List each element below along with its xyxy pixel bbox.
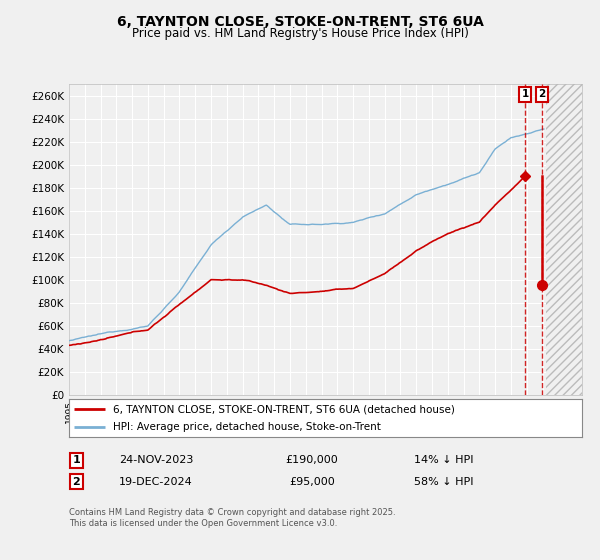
- Text: Price paid vs. HM Land Registry's House Price Index (HPI): Price paid vs. HM Land Registry's House …: [131, 27, 469, 40]
- Text: 19-DEC-2024: 19-DEC-2024: [119, 477, 193, 487]
- Text: 6, TAYNTON CLOSE, STOKE-ON-TRENT, ST6 6UA (detached house): 6, TAYNTON CLOSE, STOKE-ON-TRENT, ST6 6U…: [113, 404, 454, 414]
- Text: 1: 1: [73, 455, 80, 465]
- Text: £95,000: £95,000: [289, 477, 335, 487]
- Text: Contains HM Land Registry data © Crown copyright and database right 2025.
This d: Contains HM Land Registry data © Crown c…: [69, 508, 395, 528]
- Text: HPI: Average price, detached house, Stoke-on-Trent: HPI: Average price, detached house, Stok…: [113, 422, 380, 432]
- Text: 24-NOV-2023: 24-NOV-2023: [119, 455, 193, 465]
- Text: 14% ↓ HPI: 14% ↓ HPI: [414, 455, 474, 465]
- Text: 2: 2: [73, 477, 80, 487]
- Text: £190,000: £190,000: [286, 455, 338, 465]
- Text: 58% ↓ HPI: 58% ↓ HPI: [414, 477, 474, 487]
- Text: 6, TAYNTON CLOSE, STOKE-ON-TRENT, ST6 6UA: 6, TAYNTON CLOSE, STOKE-ON-TRENT, ST6 6U…: [116, 15, 484, 29]
- Bar: [545, 84, 582, 395]
- Text: 1: 1: [521, 90, 529, 99]
- Text: 2: 2: [538, 90, 545, 99]
